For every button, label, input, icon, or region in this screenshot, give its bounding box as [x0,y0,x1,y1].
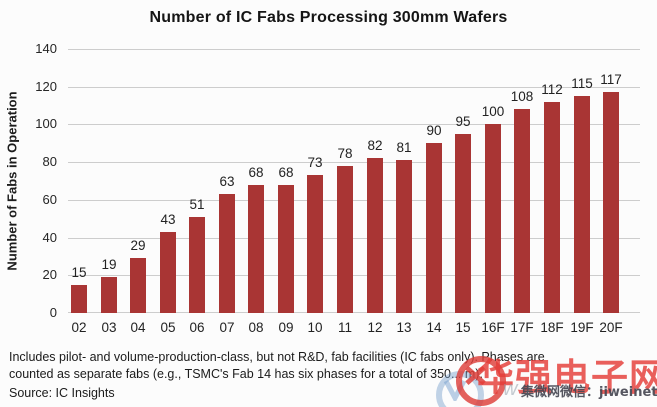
chart-title: Number of IC Fabs Processing 300mm Wafer… [149,9,508,26]
x-tick-10: 10 [307,320,323,335]
bar-value-15: 95 [455,114,471,129]
bar-value-19F: 115 [571,76,593,91]
x-tick-07: 07 [219,320,235,335]
brand-logo-ring-icon [456,356,506,406]
x-tick-06: 06 [189,320,205,335]
x-tick-08: 08 [248,320,264,335]
y-tick-120: 120 [35,79,57,94]
x-tick-13: 13 [396,320,412,335]
gridline-y-60 [68,200,640,201]
bar-07 [219,194,235,313]
bar-09 [278,185,294,313]
source-label: Source: IC Insights [9,386,115,400]
x-tick-09: 09 [278,320,294,335]
bar-value-02: 15 [71,265,87,280]
y-tick-80: 80 [42,154,57,169]
brand-watermark-text: 华强电子网 [477,356,657,399]
wechat-watermark-text: 集微网微信：jiweinet [521,385,657,400]
bar-16F [485,124,501,313]
gridline-y-0 [68,312,640,313]
bar-05 [160,232,176,313]
x-tick-12: 12 [367,320,383,335]
x-tick-17F: 17F [510,320,534,335]
gridline-y-80 [68,162,640,163]
x-tick-15: 15 [455,320,471,335]
bar-value-10: 73 [307,155,323,170]
y-axis-tick-labels: 0 20 40 60 80 100 120 140 [0,41,57,320]
y-tick-20: 20 [42,267,57,282]
x-tick-20F: 20F [599,320,623,335]
plot-area: 15 02 19 03 29 04 43 05 51 06 63 07 68 08 68 09 73 10 78 11… [68,49,640,335]
x-tick-05: 05 [160,320,176,335]
gridline-y-120 [68,87,640,88]
bar-04 [130,258,146,313]
y-tick-100: 100 [35,116,57,131]
bar-value-12: 82 [367,138,383,153]
x-tick-11: 11 [337,320,352,335]
bar-value-18F: 112 [541,82,563,97]
footnote-line-1: Includes pilot- and volume-production-cl… [9,350,545,364]
bar-18F [544,102,560,313]
bar-14 [426,143,442,313]
bar-value-06: 51 [189,197,205,212]
gridline-y-140 [68,49,640,50]
bar-value-13: 81 [396,140,412,155]
bar-value-17F: 108 [510,89,534,104]
bar-15 [455,134,471,313]
bar-20F [603,92,619,313]
bar-17F [514,109,530,313]
bar-06 [189,217,205,313]
ghost-watermark-letter: w [503,378,518,400]
bar-12 [367,158,383,313]
x-tick-18F: 18F [540,320,564,335]
bar-19F [574,96,590,313]
bar-08 [248,185,264,313]
bar-value-05: 43 [160,212,176,227]
bar-10 [307,175,323,313]
bar-value-14: 90 [426,123,442,138]
footnote: Includes pilot- and volume-production-cl… [9,349,569,383]
bar-13 [396,160,412,313]
bar-value-11: 78 [337,146,353,161]
x-tick-14: 14 [426,320,442,335]
bar-02 [71,285,87,313]
x-tick-16F: 16F [481,320,505,335]
bar-value-07: 63 [219,174,235,189]
brand-logo-monogram-icon [465,366,486,385]
gridline-y-100 [68,124,640,125]
x-tick-02: 02 [71,320,87,335]
bar-value-04: 29 [130,238,146,253]
x-tick-19F: 19F [570,320,594,335]
x-tick-03: 03 [101,320,117,335]
bar-value-08: 68 [248,165,264,180]
bar-value-16F: 100 [481,104,505,119]
x-tick-04: 04 [130,320,146,335]
gridline-y-40 [68,238,640,239]
footnote-line-2: counted as separate fabs (e.g., TSMC's F… [9,367,483,381]
bar-11 [337,166,353,313]
y-tick-40: 40 [42,230,57,245]
bar-value-20F: 117 [600,72,622,87]
gridline-y-20 [68,275,640,276]
bar-value-09: 68 [278,165,294,180]
y-tick-0: 0 [49,305,57,320]
y-tick-60: 60 [42,192,57,207]
bar-value-03: 19 [101,257,117,272]
y-tick-140: 140 [35,41,57,56]
bar-03 [101,277,117,313]
